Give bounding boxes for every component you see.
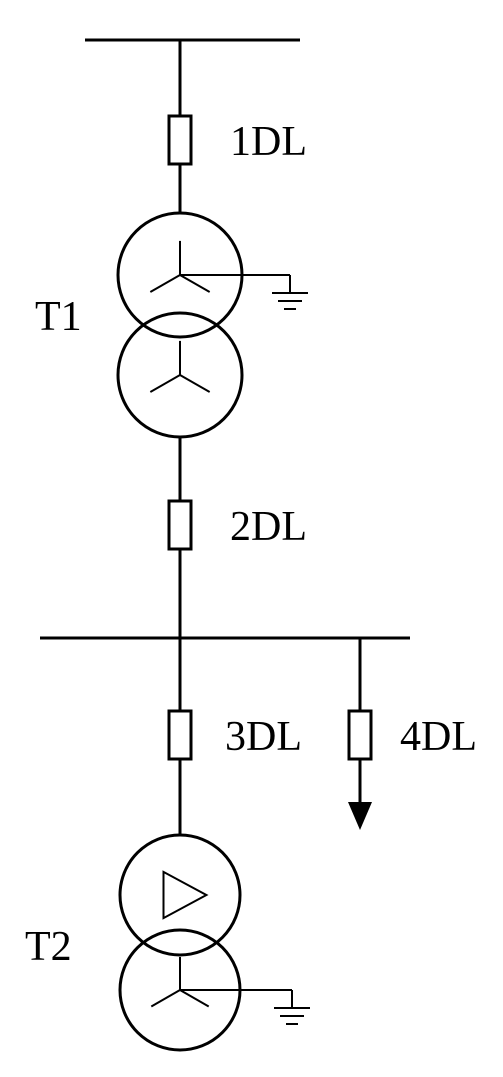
breaker-4dl-label: 4DL bbox=[400, 714, 477, 760]
transformer-t1-label: T1 bbox=[35, 294, 82, 340]
breaker-2dl bbox=[169, 501, 191, 549]
outgoing-feeder-arrow bbox=[348, 802, 372, 830]
breaker-3dl bbox=[169, 711, 191, 759]
breaker-1dl-label: 1DL bbox=[230, 119, 307, 165]
breaker-4dl bbox=[349, 711, 371, 759]
breaker-3dl-label: 3DL bbox=[225, 714, 302, 760]
breaker-2dl-label: 2DL bbox=[230, 504, 307, 550]
transformer-t2-primary bbox=[120, 835, 240, 955]
ground-t1 bbox=[180, 275, 308, 309]
transformer-t2-label: T2 bbox=[25, 924, 72, 970]
breaker-1dl bbox=[169, 116, 191, 164]
transformer-t1-secondary bbox=[118, 313, 242, 437]
ground-t2 bbox=[180, 990, 310, 1024]
